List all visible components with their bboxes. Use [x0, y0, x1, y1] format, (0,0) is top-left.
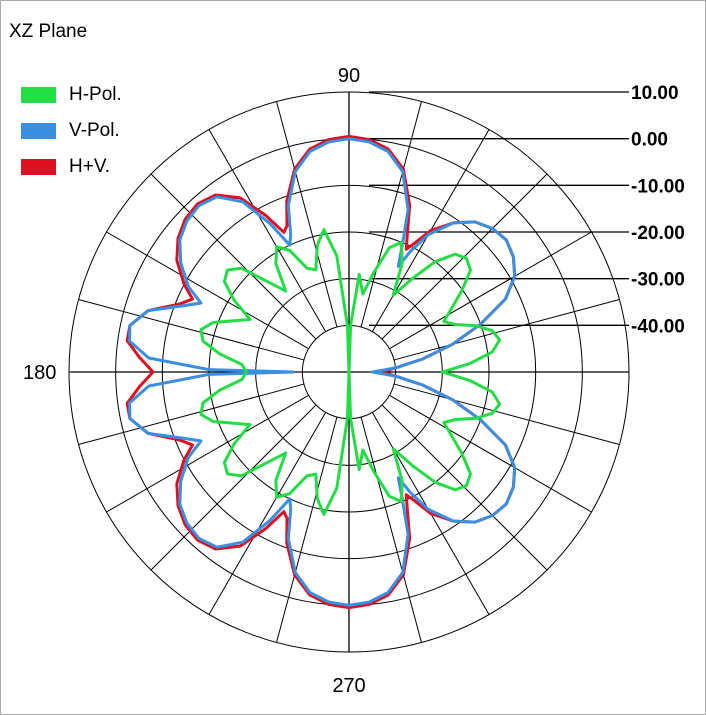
grid-spoke — [78, 299, 305, 361]
legend-swatch-v-pol — [21, 123, 56, 139]
angle-label-180: 180 — [23, 362, 56, 384]
grid-spoke — [106, 394, 309, 513]
angle-label-270: 270 — [332, 675, 365, 697]
grid-spoke — [276, 101, 338, 328]
grid-spoke — [389, 394, 592, 513]
grid-spoke — [389, 231, 592, 350]
grid-spoke — [208, 129, 327, 332]
grid-spoke — [276, 416, 338, 643]
legend-label-h-pol: H-Pol. — [69, 84, 122, 105]
legend-label-h-plus-v: H+V. — [69, 156, 111, 177]
plane-title: XZ Plane — [9, 21, 88, 42]
legend-swatch-h-plus-v — [21, 159, 56, 175]
radial-tick-label: -30.00 — [631, 270, 685, 291]
grid-spoke — [208, 412, 327, 615]
radial-tick-label: -10.00 — [631, 176, 685, 197]
radial-tick-label: 0.00 — [631, 130, 668, 151]
grid-spoke — [150, 173, 317, 340]
grid-spoke — [393, 299, 620, 361]
grid-spoke — [393, 383, 620, 445]
radial-tick-label: 10.00 — [631, 83, 679, 104]
series-line-v-pol — [128, 137, 517, 607]
grid-spoke — [360, 101, 422, 328]
grid-spoke — [150, 404, 317, 571]
grid-spoke — [78, 383, 305, 445]
grid-spoke — [106, 231, 309, 350]
grid-spoke — [360, 416, 422, 643]
legend-label-v-pol: V-Pol. — [69, 120, 120, 141]
legend-swatch-h-pol — [21, 87, 56, 103]
radial-tick-label: -20.00 — [631, 223, 685, 244]
radial-tick-label: -40.00 — [631, 316, 685, 337]
angle-label-90: 90 — [338, 65, 360, 87]
series-line-h-pol — [199, 228, 502, 516]
series-line-h-v — [125, 134, 517, 610]
